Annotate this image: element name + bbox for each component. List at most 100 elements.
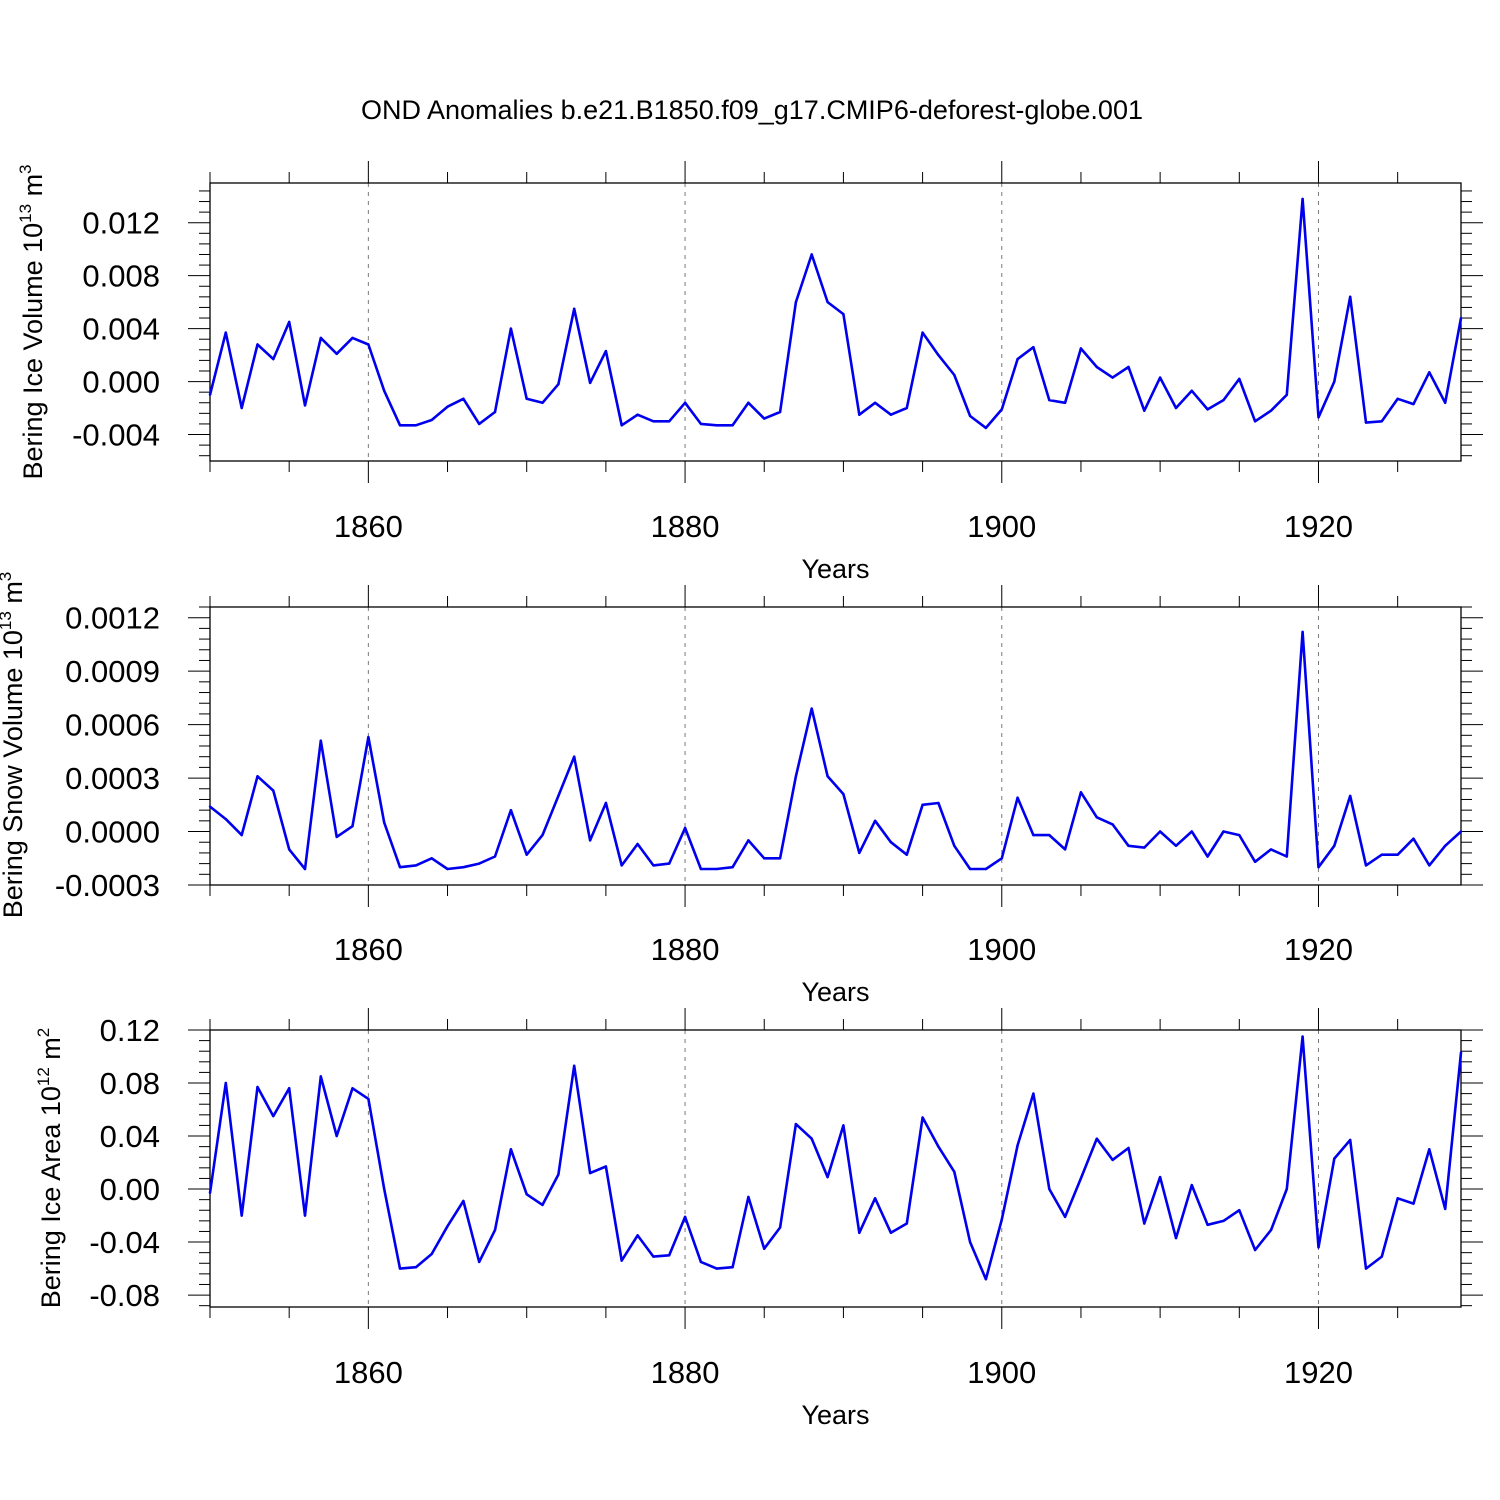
x-tick-label: 1920 <box>1284 932 1353 967</box>
data-point <box>1444 844 1447 847</box>
y-axis-label-text: Bering Ice Area 10 <box>36 1086 66 1308</box>
data-point <box>1396 1197 1399 1200</box>
data-point <box>921 803 924 806</box>
data-point <box>747 839 750 842</box>
data-point <box>1412 837 1415 840</box>
plot-frame <box>209 1029 1462 1308</box>
data-point <box>573 755 576 758</box>
data-point <box>668 862 671 865</box>
y-tick-label: -0.0003 <box>55 868 160 903</box>
data-point <box>826 300 829 304</box>
data-point <box>478 422 481 426</box>
data-point <box>826 775 829 778</box>
data-point <box>383 821 386 824</box>
data-point <box>873 819 877 822</box>
data-point <box>288 1087 291 1090</box>
y-axis-label-exponent: 13 <box>0 611 15 630</box>
y-tick-label: 0.004 <box>82 312 160 347</box>
data-point <box>921 331 924 334</box>
data-point <box>652 1255 655 1258</box>
data-point <box>842 792 845 796</box>
data-point <box>1190 1183 1194 1187</box>
data-point <box>303 867 307 871</box>
y-tick-label: -0.08 <box>89 1278 160 1313</box>
data-point <box>953 844 956 847</box>
y-axis-label-text: Bering Snow Volume 10 <box>0 630 28 918</box>
data-point <box>620 864 623 867</box>
data-point <box>1269 1228 1273 1232</box>
data-point <box>1000 857 1003 860</box>
data-point <box>1459 1051 1463 1054</box>
data-point <box>1238 377 1241 381</box>
data-point <box>937 353 940 357</box>
data-point <box>398 424 402 427</box>
data-point <box>256 775 259 778</box>
data-point <box>1317 416 1320 419</box>
data-point <box>557 794 560 798</box>
data-point <box>446 405 449 408</box>
data-point <box>1285 855 1289 858</box>
data-point <box>1095 816 1099 819</box>
data-point <box>858 851 861 855</box>
data-point <box>652 864 655 867</box>
data-series-line <box>208 1035 1463 1281</box>
data-point <box>1364 864 1368 867</box>
y-tick-label: 0.04 <box>100 1119 160 1154</box>
data-point <box>683 826 687 830</box>
data-point <box>873 1197 877 1200</box>
data-point <box>1048 833 1051 837</box>
data-point <box>652 420 655 423</box>
data-point <box>1412 1202 1415 1205</box>
data-point <box>557 383 560 386</box>
data-point <box>620 1259 623 1262</box>
data-point <box>731 866 734 869</box>
data-point <box>462 1199 465 1203</box>
chart-panel-2: -0.0003 0.0000 0.0003 0.0006 0.0009 0.0012 186… <box>0 572 1483 1007</box>
data-point <box>525 1193 528 1196</box>
data-point <box>240 1214 243 1217</box>
data-point <box>889 1231 893 1235</box>
data-point <box>699 1260 703 1264</box>
data-point <box>842 1124 845 1127</box>
data-point <box>1143 409 1146 412</box>
y-tick-label: 0.00 <box>100 1172 160 1207</box>
data-point <box>493 855 497 858</box>
data-point <box>573 1064 576 1068</box>
data-point <box>968 867 972 871</box>
data-point <box>1206 855 1209 858</box>
data-point <box>525 397 528 400</box>
data-point <box>905 406 908 410</box>
data-point <box>810 707 813 710</box>
data-point <box>351 825 354 828</box>
data-point <box>398 1267 402 1270</box>
data-point <box>1428 864 1431 867</box>
data-series-line <box>209 630 1462 871</box>
data-point <box>573 307 576 310</box>
data-point <box>826 1175 829 1179</box>
data-point <box>335 1134 338 1138</box>
data-point <box>763 1247 766 1250</box>
data-point <box>778 1226 782 1229</box>
data-point <box>1301 1035 1304 1038</box>
data-point <box>430 1252 433 1256</box>
y-axis-label-exponent: 13 <box>16 204 35 223</box>
data-point <box>968 1240 972 1244</box>
data-point <box>1238 1209 1241 1212</box>
data-point <box>224 1081 227 1085</box>
data-point <box>604 801 608 805</box>
data-point <box>1428 1148 1431 1151</box>
data-point <box>208 805 212 808</box>
data-point <box>541 1203 544 1207</box>
data-point <box>1079 1177 1083 1180</box>
data-point <box>1222 830 1225 833</box>
data-point <box>272 789 275 792</box>
data-point <box>731 424 734 427</box>
data-point <box>1238 833 1241 837</box>
data-point <box>1190 830 1194 833</box>
data-point <box>588 839 592 842</box>
data-point <box>715 1267 718 1270</box>
data-point <box>224 817 227 821</box>
data-point <box>367 343 370 346</box>
data-point <box>763 417 766 420</box>
data-point <box>303 404 307 407</box>
